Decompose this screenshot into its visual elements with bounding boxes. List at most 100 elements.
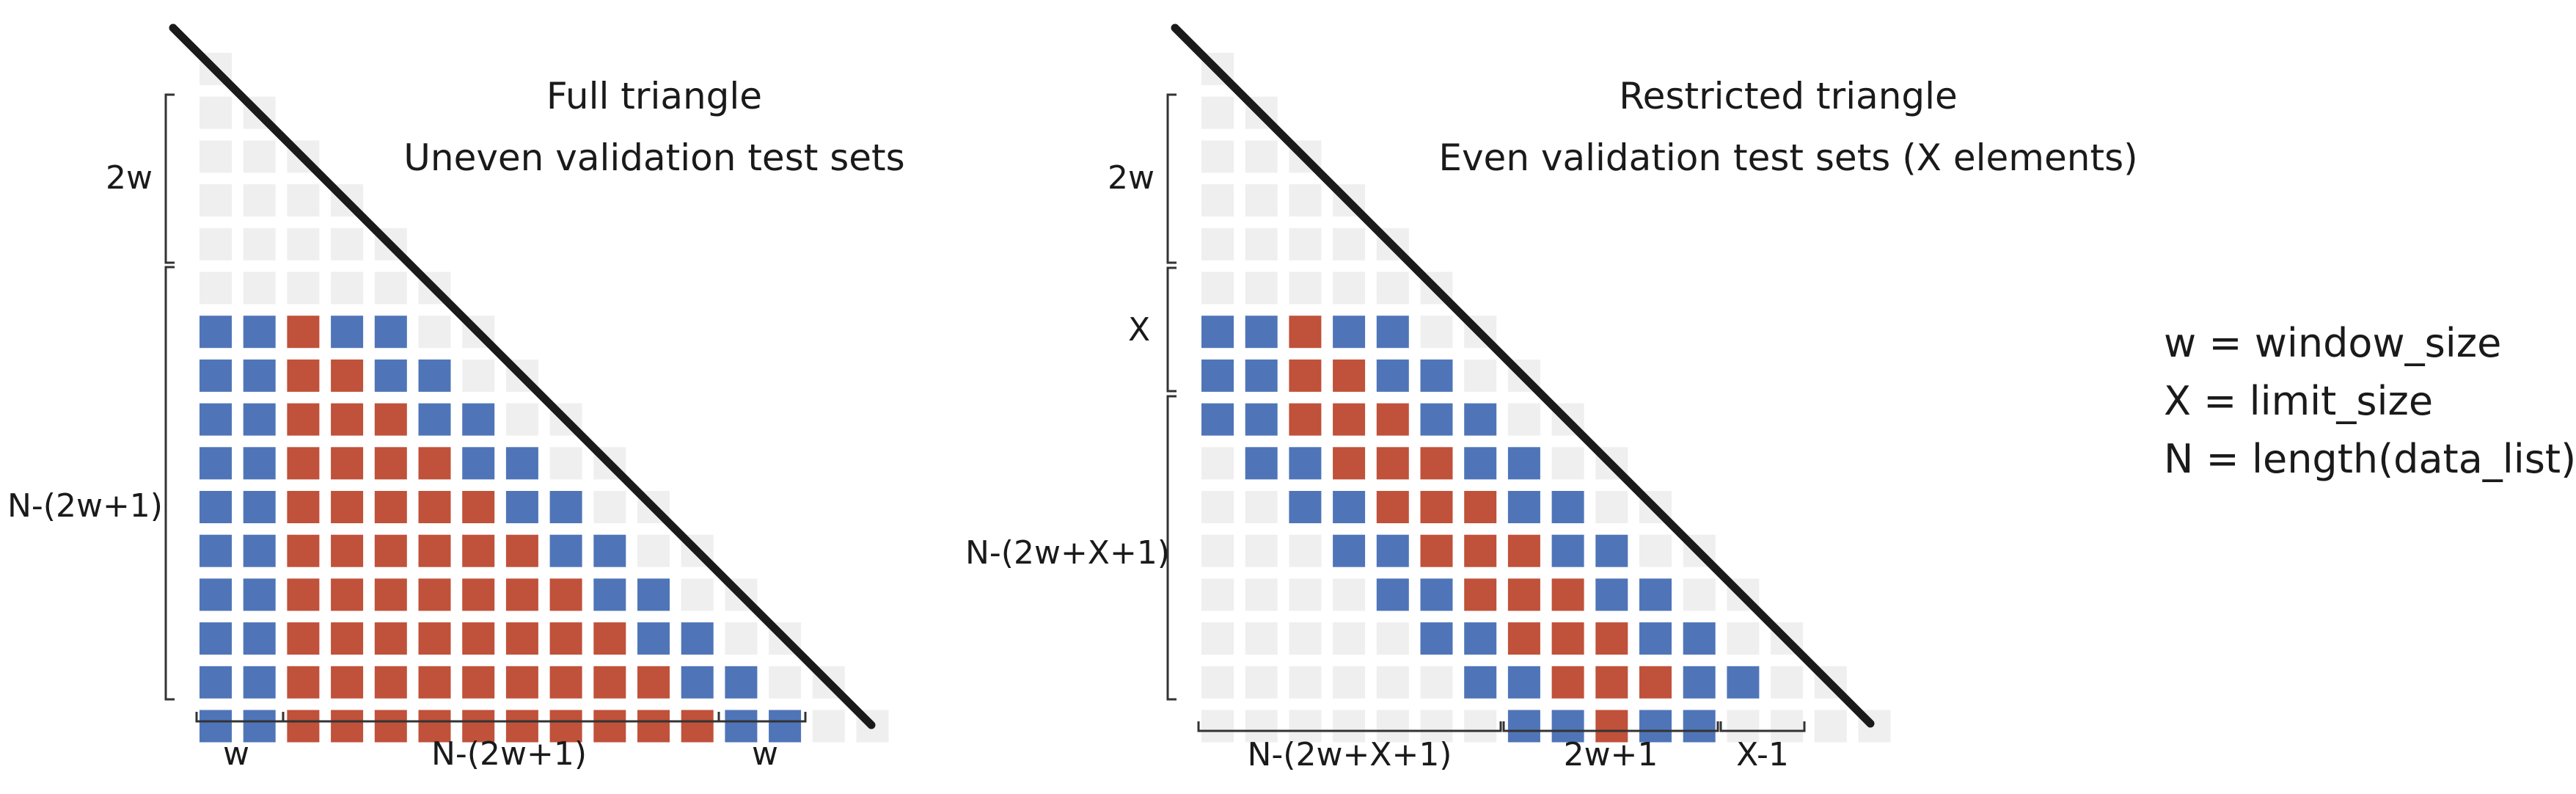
restricted-triangle-title-line2: Even validation test sets (X elements) [1438, 136, 2137, 179]
gray-cell [1333, 666, 1366, 699]
red-cell [1507, 622, 1540, 655]
gray-cell [1595, 491, 1628, 523]
restricted-bottom-x1-bracket [1719, 721, 1806, 732]
blue-cell [200, 622, 232, 655]
red-cell [1376, 403, 1409, 436]
blue-cell [1507, 491, 1540, 523]
blue-cell [1464, 622, 1497, 655]
blue-cell [1245, 316, 1278, 349]
red-cell [1420, 534, 1453, 567]
red-cell [462, 622, 495, 655]
blue-cell [1376, 359, 1409, 392]
restricted-bottom-n-label: N-(2w+X+1) [1248, 736, 1452, 773]
blue-cell [200, 534, 232, 567]
gray-cell [331, 272, 364, 305]
blue-cell [243, 666, 276, 699]
blue-cell [243, 534, 276, 567]
gray-cell [1464, 359, 1497, 392]
full-triangle-title-line2: Uneven validation test sets [403, 136, 904, 179]
full-bottom-w-right-label: w [752, 735, 778, 773]
gray-cell [549, 447, 582, 480]
legend-data-length: N = length(data_list) [2164, 436, 2576, 482]
blue-cell [1289, 491, 1322, 523]
red-cell [1376, 491, 1409, 523]
blue-cell [1595, 534, 1628, 567]
blue-cell [1376, 578, 1409, 611]
blue-cell [243, 447, 276, 480]
blue-cell [593, 534, 626, 567]
red-cell [287, 491, 320, 523]
blue-cell [374, 316, 407, 349]
blue-cell [593, 578, 626, 611]
red-cell [331, 403, 364, 436]
red-cell [462, 578, 495, 611]
blue-cell [374, 359, 407, 392]
blue-cell [1507, 710, 1540, 743]
restricted-triangle-diagonal [1171, 23, 1875, 728]
gray-cell [1639, 534, 1672, 567]
red-cell [287, 622, 320, 655]
red-cell [287, 666, 320, 699]
gray-cell [1814, 710, 1847, 743]
gray-cell [681, 578, 714, 611]
blue-cell [1639, 710, 1672, 743]
red-cell [1551, 578, 1584, 611]
red-cell [374, 491, 407, 523]
legend-window-size: w = window_size [2164, 320, 2501, 366]
gray-cell [1727, 622, 1760, 655]
gray-cell [1727, 710, 1760, 743]
red-cell [1464, 534, 1497, 567]
gray-cell [1245, 622, 1278, 655]
legend-limit-size: X = limit_size [2164, 378, 2433, 424]
red-cell [418, 710, 451, 743]
full-n-label: N-(2w+1) [7, 487, 163, 525]
blue-cell [1201, 403, 1234, 436]
gray-cell [1201, 184, 1234, 217]
red-cell [418, 447, 451, 480]
restricted-n-label: N-(2w+X+1) [965, 534, 1170, 572]
red-cell [287, 534, 320, 567]
red-cell [1420, 447, 1453, 480]
red-cell [1333, 403, 1366, 436]
gray-cell [1289, 710, 1322, 743]
blue-cell [1420, 403, 1453, 436]
gray-cell [374, 272, 407, 305]
red-cell [331, 710, 364, 743]
full-bottom-n-label: N-(2w+1) [431, 735, 587, 773]
blue-cell [1639, 622, 1672, 655]
restricted-bottom-x1-label: X-1 [1736, 736, 1789, 773]
gray-cell [1201, 227, 1234, 261]
red-cell [549, 578, 582, 611]
gray-cell [1201, 140, 1234, 173]
gray-cell [243, 140, 276, 173]
blue-cell [418, 359, 451, 392]
red-cell [462, 666, 495, 699]
gray-cell [243, 184, 276, 217]
blue-cell [1551, 534, 1584, 567]
gray-cell [1333, 710, 1366, 743]
gray-cell [1289, 534, 1322, 567]
blue-cell [200, 447, 232, 480]
red-cell [505, 710, 538, 743]
red-cell [374, 622, 407, 655]
gray-cell [1771, 710, 1804, 743]
gray-cell [1333, 578, 1366, 611]
gray-cell [1551, 447, 1584, 480]
blue-cell [1727, 666, 1760, 699]
red-cell [418, 491, 451, 523]
gray-cell [1376, 666, 1409, 699]
red-cell [418, 622, 451, 655]
blue-cell [1595, 578, 1628, 611]
gray-cell [1201, 622, 1234, 655]
red-cell [637, 710, 670, 743]
restricted-x-label: X [1128, 311, 1150, 349]
blue-cell [331, 316, 364, 349]
red-cell [1376, 447, 1409, 480]
gray-cell [1201, 578, 1234, 611]
gray-cell [200, 96, 232, 129]
red-cell [505, 622, 538, 655]
gray-cell [1333, 227, 1366, 261]
restricted-bottom-2w1-bracket [1502, 721, 1719, 732]
red-cell [549, 710, 582, 743]
gray-cell [287, 272, 320, 305]
